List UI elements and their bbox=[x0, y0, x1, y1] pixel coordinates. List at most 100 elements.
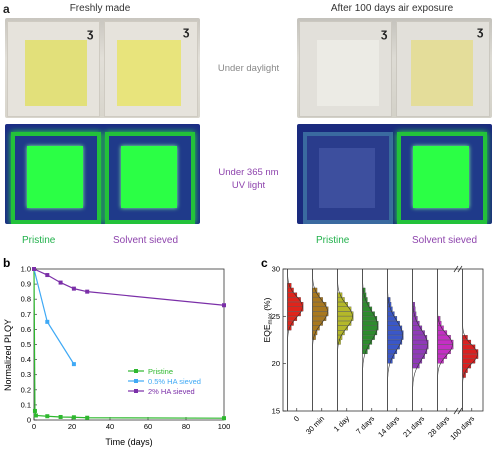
histogram-bin bbox=[362, 330, 378, 336]
x-axis-label: Time (days) bbox=[105, 437, 152, 447]
histogram-bin bbox=[387, 320, 400, 326]
data-point bbox=[222, 303, 226, 308]
histogram-bin bbox=[462, 339, 472, 345]
histogram-bin bbox=[462, 344, 476, 350]
histogram-bin bbox=[337, 330, 345, 336]
data-point bbox=[71, 286, 76, 291]
marker-squiggle: ʒ bbox=[477, 24, 484, 38]
axis-break-mark bbox=[457, 265, 463, 273]
data-point bbox=[45, 273, 50, 278]
y-tick-label: 1.0 bbox=[21, 265, 31, 274]
data-point bbox=[32, 267, 36, 271]
uv-faded-frame bbox=[303, 132, 393, 224]
histogram-bin bbox=[437, 339, 454, 345]
panel-c-letter: c bbox=[261, 256, 268, 270]
histogram-bin bbox=[462, 358, 476, 364]
y-tick-label: 0.9 bbox=[21, 280, 31, 289]
panel-b-letter: b bbox=[3, 256, 10, 270]
legend-label: 2% HA sieved bbox=[148, 387, 195, 396]
y-label-unit: (%) bbox=[262, 297, 272, 313]
x-tick-label: 20 bbox=[68, 422, 76, 431]
histogram-bin bbox=[362, 311, 375, 317]
label-under-uv-line1: Under 365 nm bbox=[218, 167, 279, 178]
histogram-bin bbox=[337, 316, 354, 321]
histogram-bin bbox=[362, 325, 379, 331]
caption-left-pristine: Pristine bbox=[22, 235, 56, 246]
uv-emitting-film bbox=[413, 146, 469, 208]
histogram-bin bbox=[312, 325, 320, 331]
x-tick-label: 80 bbox=[182, 422, 190, 431]
caption-right-pristine: Pristine bbox=[316, 235, 350, 246]
yellow-film bbox=[117, 40, 181, 106]
histogram-bin bbox=[312, 292, 320, 298]
freshly-made-title: Freshly made bbox=[69, 3, 131, 14]
y-tick-label: 0.7 bbox=[21, 310, 31, 319]
y-tick-label: 0.4 bbox=[21, 355, 31, 364]
histogram-bin bbox=[337, 311, 354, 317]
photo-daylight-fresh: ʒ ʒ bbox=[5, 18, 200, 118]
x-tick-label: 100 days bbox=[448, 414, 476, 442]
x-tick-label: 21 days bbox=[401, 414, 426, 439]
photo-uv-fresh bbox=[5, 124, 200, 224]
histogram-bin bbox=[412, 330, 425, 336]
series-line bbox=[33, 268, 225, 419]
axis-break-mark bbox=[453, 407, 459, 415]
label-under-uv: Under 365 nm UV light bbox=[200, 166, 297, 192]
eqe-chart: c 15 20 25 30 0 30 min 1 day 7 days 14 days 21 da… bbox=[261, 256, 484, 442]
histogram-bin bbox=[412, 349, 428, 355]
legend-marker bbox=[134, 379, 138, 383]
y-tick-label: 25 bbox=[272, 312, 280, 321]
histogram-bin bbox=[437, 344, 454, 350]
series-line bbox=[33, 268, 225, 306]
data-point bbox=[71, 415, 76, 420]
histogram-bin bbox=[387, 354, 395, 359]
histogram-bin bbox=[287, 306, 304, 312]
photo-daylight-aged: ʒ ʒ bbox=[297, 18, 492, 118]
histogram-bin bbox=[287, 311, 301, 317]
x-tick-label: 100 bbox=[218, 422, 231, 431]
bleached-film bbox=[317, 40, 379, 106]
y-tick-label: 0.6 bbox=[21, 325, 31, 334]
x-tick-label: 60 bbox=[144, 422, 152, 431]
histogram-bin bbox=[387, 335, 404, 340]
x-tick-label: 1 day bbox=[332, 414, 352, 434]
histogram-bin bbox=[437, 335, 451, 340]
y-tick-label: 0.1 bbox=[21, 400, 31, 409]
legend-marker bbox=[134, 369, 138, 373]
y-label-sub: max bbox=[268, 313, 274, 324]
data-point bbox=[45, 319, 50, 324]
histogram-bin bbox=[287, 320, 294, 326]
legend-label: 0.5% HA sieved bbox=[148, 377, 201, 386]
yellow-film bbox=[411, 40, 473, 106]
axis-break-mark bbox=[457, 407, 463, 415]
histogram-bin bbox=[462, 354, 479, 359]
histogram-bin bbox=[337, 297, 345, 302]
yellow-film bbox=[25, 40, 87, 106]
data-point bbox=[71, 362, 76, 367]
data-point bbox=[45, 414, 50, 419]
caption-left-sieved: Solvent sieved bbox=[113, 235, 179, 246]
x-tick-label: 30 min bbox=[304, 414, 326, 436]
y-tick-label: 0.3 bbox=[21, 370, 31, 379]
histogram-bin bbox=[312, 311, 329, 317]
histogram-bin bbox=[387, 339, 403, 345]
x-tick-label: 0 bbox=[292, 414, 301, 423]
x-tick-label: 7 days bbox=[354, 414, 376, 436]
y-tick-label: 0.2 bbox=[21, 385, 31, 394]
data-point bbox=[58, 280, 63, 285]
photo-uv-aged bbox=[297, 124, 492, 224]
histogram-bin bbox=[312, 306, 329, 312]
histogram-bin bbox=[412, 339, 429, 345]
x-tick-label: 0 bbox=[32, 422, 36, 431]
plot-frame bbox=[282, 268, 484, 412]
label-under-uv-line2: UV light bbox=[231, 180, 266, 191]
y-tick-label: 20 bbox=[272, 359, 280, 368]
marker-squiggle: ʒ bbox=[87, 26, 94, 40]
histogram-bin bbox=[437, 349, 451, 355]
histogram-bin bbox=[337, 306, 352, 312]
y-label-main: EQE bbox=[262, 324, 272, 342]
histogram-bin bbox=[412, 363, 420, 369]
plot-frame bbox=[33, 268, 225, 421]
x-tick-label: 14 days bbox=[376, 414, 401, 439]
y-tick-label: 30 bbox=[272, 265, 280, 274]
